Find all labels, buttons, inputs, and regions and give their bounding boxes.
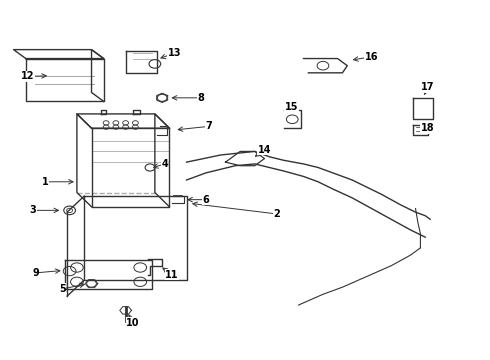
Text: 13: 13: [168, 48, 181, 58]
Text: 4: 4: [161, 159, 168, 169]
Text: 8: 8: [197, 93, 205, 103]
Text: 11: 11: [165, 270, 179, 280]
Text: 5: 5: [59, 284, 66, 294]
Text: 15: 15: [285, 102, 298, 112]
Text: 1: 1: [42, 177, 49, 187]
Text: 18: 18: [421, 123, 435, 133]
Text: 3: 3: [30, 205, 36, 215]
Text: 16: 16: [365, 52, 378, 62]
Text: 6: 6: [203, 195, 209, 204]
Text: 9: 9: [32, 268, 39, 278]
Text: 2: 2: [273, 209, 280, 219]
Text: 14: 14: [258, 145, 271, 155]
Text: 12: 12: [22, 71, 35, 81]
Text: 7: 7: [205, 121, 212, 131]
Text: 10: 10: [126, 318, 140, 328]
Text: 17: 17: [421, 82, 435, 92]
